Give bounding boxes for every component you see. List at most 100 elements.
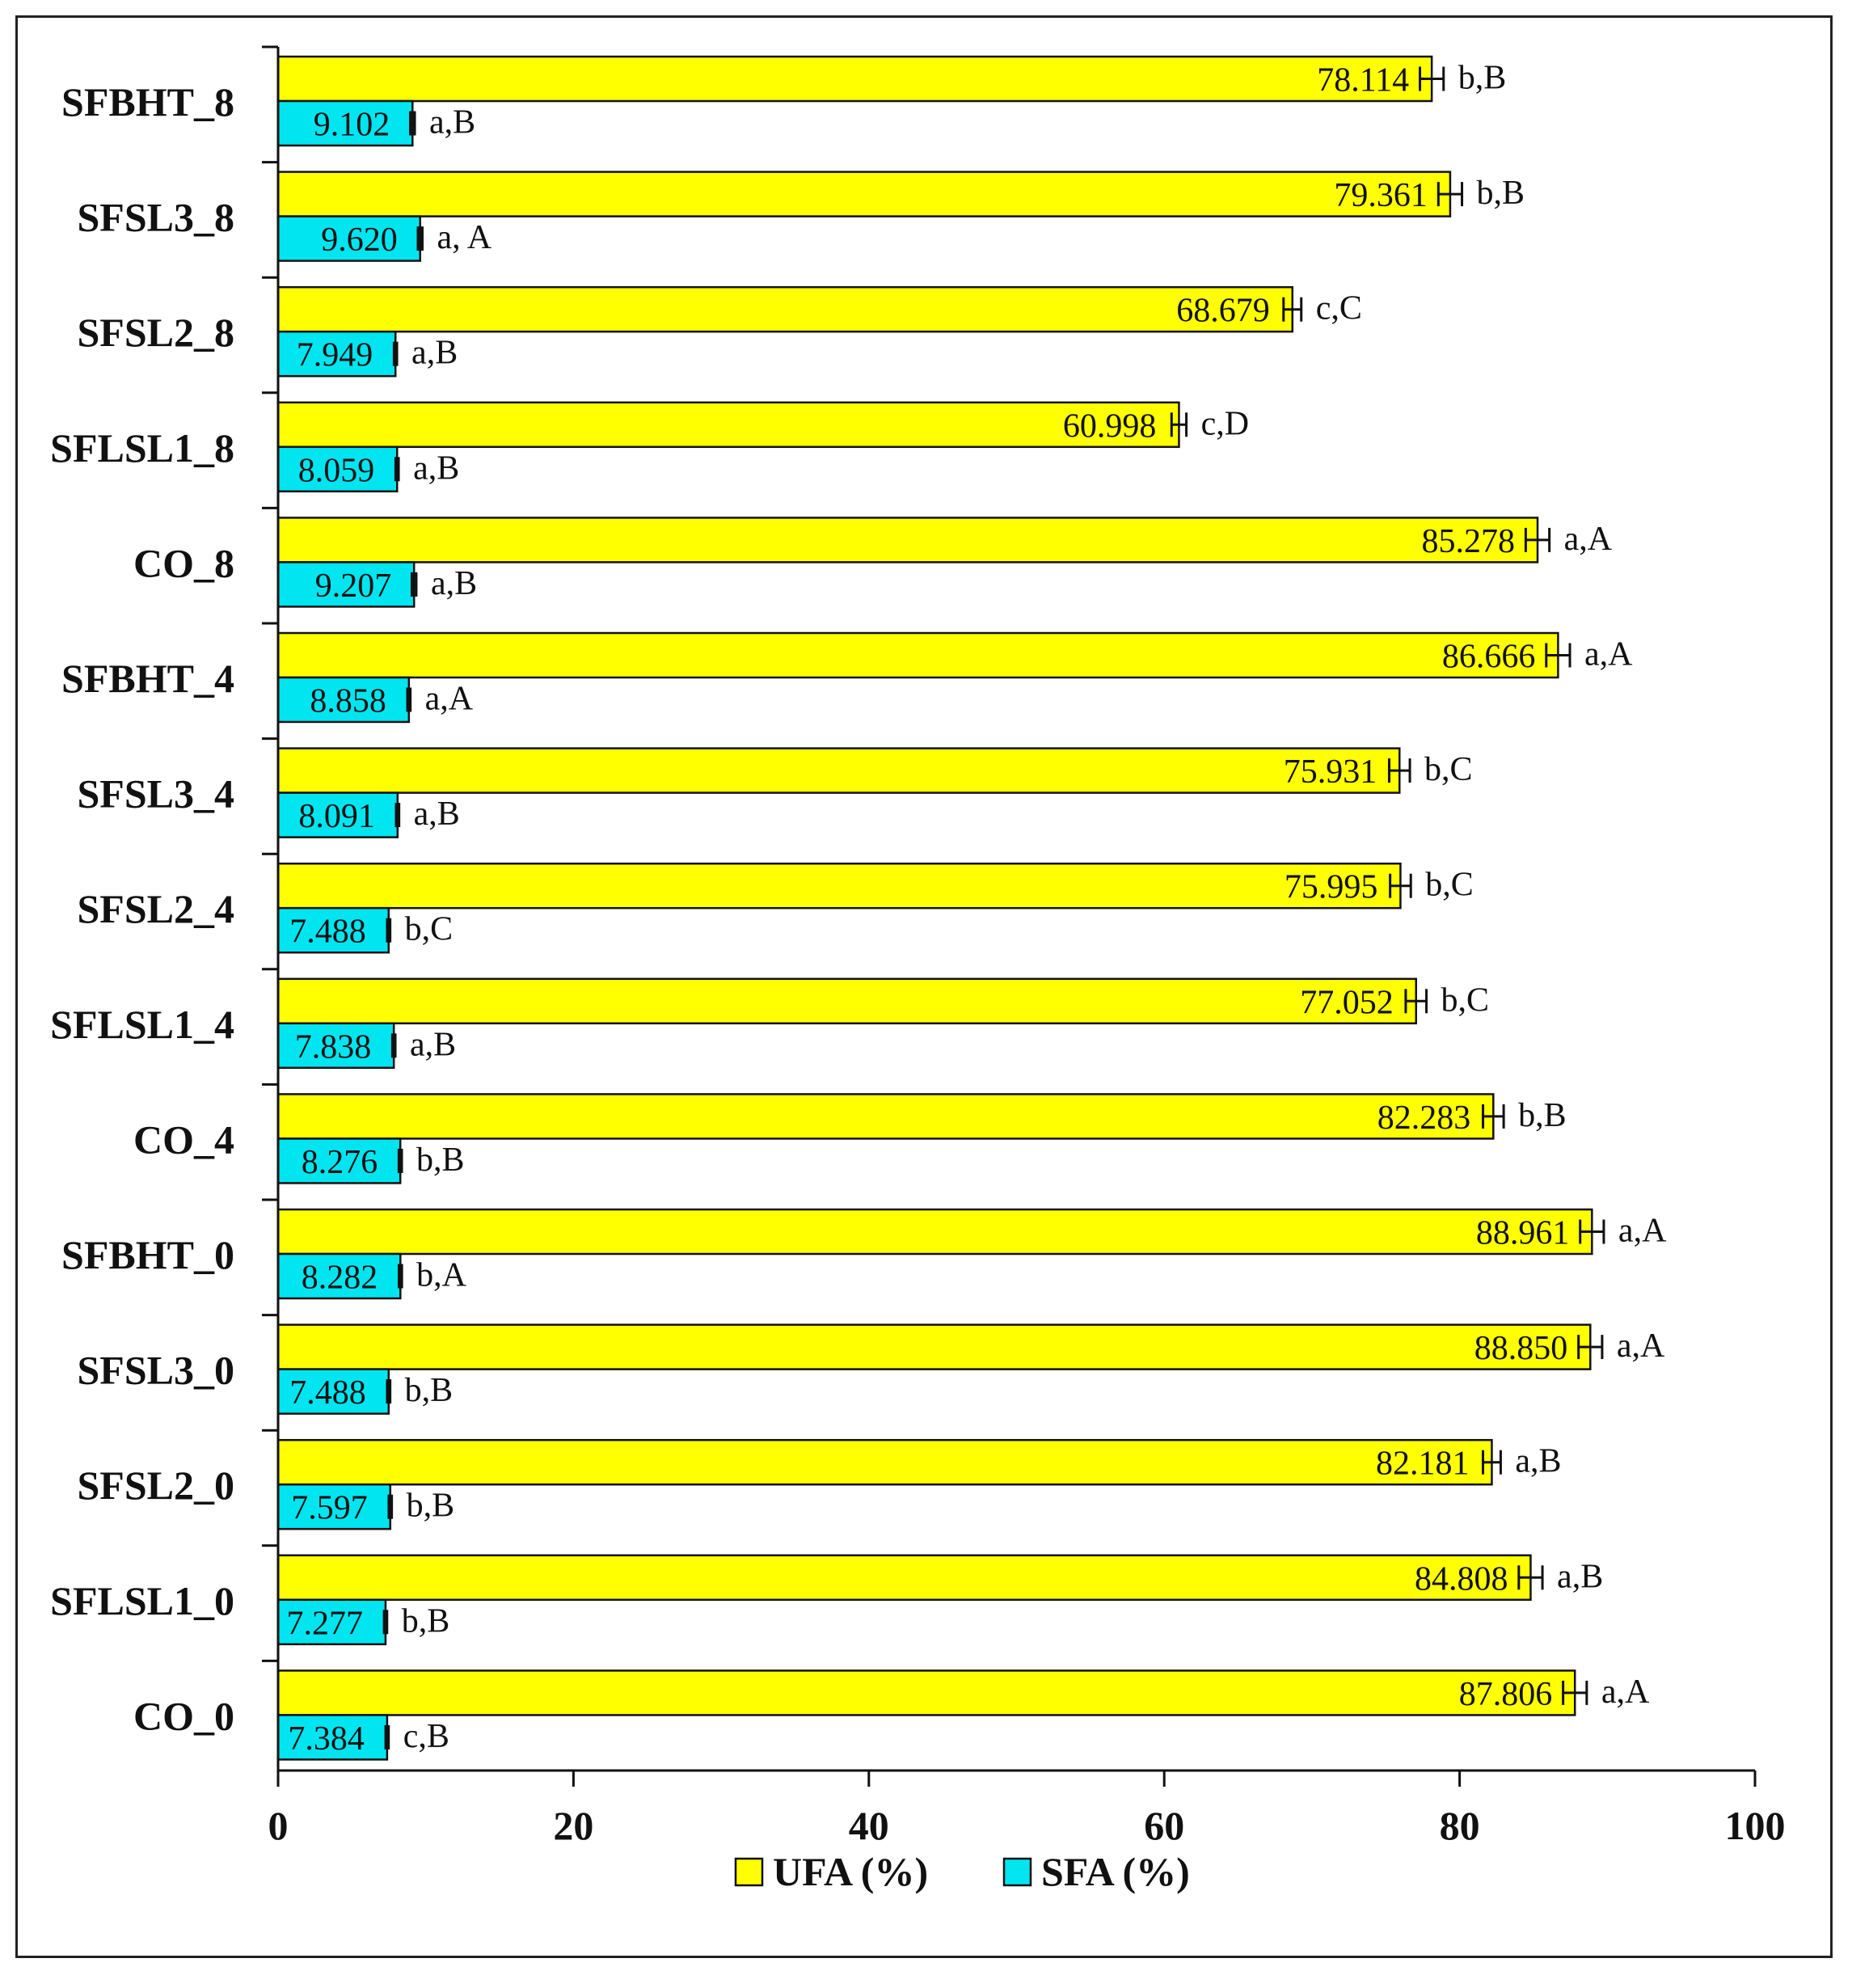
significance-label-sfa-sfsl3_4: a,B — [414, 796, 460, 833]
value-label-sfa-sfbht_8: 9.102 — [314, 107, 390, 144]
value-label-ufa-co_4: 82.283 — [1377, 1100, 1471, 1137]
value-label-ufa-sfsl3_8: 79.361 — [1334, 177, 1428, 214]
x-tick-label-20: 20 — [553, 1803, 593, 1848]
chart-frame: 0 20 40 60 80 100 78.114 b,B 9.102 a,B SFBHT_8 79.… — [15, 15, 1833, 1958]
value-label-sfa-sfsl3_4: 8.091 — [298, 798, 375, 835]
value-label-ufa-sflsl1_0: 84.808 — [1415, 1560, 1508, 1598]
significance-label-ufa-sfsl2_0: a,B — [1515, 1443, 1561, 1480]
significance-label-sfa-sfbht_8: a,B — [429, 104, 475, 141]
bar-ufa-sfsl2_4 — [276, 862, 1402, 910]
bar-ufa-co_0 — [276, 1669, 1576, 1716]
value-label-sfa-sfbht_0: 8.282 — [302, 1260, 378, 1297]
category-label-sflsl1_8: SFLSL1_8 — [50, 425, 234, 471]
significance-label-ufa-sfbht_8: b,B — [1458, 60, 1507, 97]
category-label-sfsl2_4: SFSL2_4 — [77, 886, 234, 931]
bar-sfa-sfsl3_4 — [276, 791, 399, 838]
significance-label-sfa-sfsl2_0: b,B — [407, 1488, 455, 1525]
category-label-sflsl1_0: SFLSL1_0 — [50, 1578, 234, 1623]
labels-layer: 78.114 b,B 9.102 a,B SFBHT_8 79.361 b,B 9.620 a,… — [50, 60, 1667, 1758]
bar-ufa-sfsl3_0 — [276, 1323, 1592, 1370]
value-label-ufa-sfsl2_8: 68.679 — [1176, 293, 1270, 330]
bar-group-co_8 — [276, 517, 1551, 608]
bar-group-sfsl3_8 — [276, 171, 1464, 262]
significance-label-sfa-sfbht_0: b,A — [416, 1257, 467, 1294]
significance-label-ufa-sfsl3_4: b,C — [1424, 751, 1473, 788]
significance-label-sfa-sflsl1_0: b,B — [402, 1602, 450, 1640]
category-label-sfbht_8: SFBHT_8 — [61, 79, 234, 125]
category-label-sfsl3_8: SFSL3_8 — [77, 195, 234, 240]
legend-sfa-label: SFA (%) — [1041, 1849, 1190, 1894]
value-label-sfa-sflsl1_8: 8.059 — [298, 452, 375, 489]
bar-ufa-sfsl3_8 — [276, 171, 1452, 217]
category-label-sfsl3_4: SFSL3_4 — [77, 771, 234, 817]
bar-group-co_0 — [276, 1669, 1588, 1761]
value-label-ufa-sfbht_8: 78.114 — [1317, 62, 1409, 99]
value-label-sfa-sfsl3_0: 7.488 — [289, 1374, 366, 1412]
bar-group-sflsl1_0 — [276, 1554, 1544, 1646]
value-label-ufa-sfsl2_0: 82.181 — [1376, 1446, 1470, 1483]
significance-label-ufa-sfsl2_8: c,C — [1316, 290, 1362, 327]
bar-sfa-co_0 — [276, 1714, 389, 1761]
category-label-sfsl2_0: SFSL2_0 — [77, 1463, 234, 1508]
value-label-sfa-sfbht_4: 8.858 — [310, 683, 386, 720]
value-label-sfa-co_0: 7.384 — [288, 1720, 365, 1758]
significance-label-ufa-sflsl1_8: c,D — [1201, 405, 1249, 442]
value-label-sfa-sflsl1_0: 7.277 — [286, 1605, 363, 1642]
x-tick-label-80: 80 — [1440, 1803, 1480, 1848]
value-label-sfa-sfsl2_8: 7.949 — [297, 337, 373, 374]
bar-ufa-sfsl2_8 — [276, 285, 1294, 333]
value-label-ufa-sfsl3_0: 88.850 — [1474, 1330, 1568, 1367]
value-label-ufa-co_8: 85.278 — [1422, 523, 1516, 560]
significance-label-sfa-sfsl2_4: b,C — [405, 911, 454, 948]
value-label-ufa-sfbht_4: 86.666 — [1442, 639, 1536, 676]
bar-group-sfsl2_0 — [276, 1438, 1502, 1530]
bar-ufa-sfbht_0 — [276, 1208, 1593, 1256]
bar-ufa-sfsl3_4 — [276, 747, 1401, 794]
significance-label-sfa-co_0: c,B — [403, 1718, 449, 1755]
bar-ufa-co_4 — [276, 1093, 1495, 1140]
bar-ufa-sfbht_4 — [276, 631, 1559, 679]
legend-sfa-swatch — [1002, 1857, 1032, 1887]
bar-ufa-co_8 — [276, 517, 1539, 563]
value-label-ufa-sfbht_0: 88.961 — [1476, 1215, 1570, 1252]
bar-chart: 0 20 40 60 80 100 78.114 b,B 9.102 a,B SFBHT_8 79.… — [50, 45, 1786, 1894]
bar-sfa-sfsl3_8 — [276, 215, 422, 262]
value-label-ufa-sfsl2_4: 75.995 — [1285, 869, 1378, 906]
x-tick-label-100: 100 — [1725, 1803, 1786, 1848]
significance-label-sfa-co_8: a,B — [431, 565, 477, 602]
x-tick-label-40: 40 — [849, 1803, 889, 1848]
significance-label-sfa-sfsl3_0: b,B — [405, 1372, 454, 1409]
significance-label-ufa-sfsl3_0: a,A — [1617, 1327, 1665, 1365]
category-label-sfbht_0: SFBHT_0 — [61, 1232, 234, 1277]
value-label-sfa-co_4: 8.276 — [302, 1144, 378, 1181]
value-label-sfa-sfsl2_4: 7.488 — [289, 914, 366, 951]
bar-group-sfsl3_0 — [276, 1323, 1604, 1415]
bar-group-sfsl2_4 — [276, 862, 1412, 954]
bar-sfa-co_8 — [276, 561, 416, 608]
bar-sfa-sfsl2_0 — [276, 1483, 392, 1530]
bar-group-sfsl2_8 — [276, 285, 1303, 378]
significance-label-ufa-co_4: b,B — [1518, 1097, 1567, 1134]
significance-label-ufa-sflsl1_4: b,C — [1441, 981, 1490, 1019]
bar-sfa-sfbht_8 — [276, 99, 414, 147]
significance-label-ufa-co_8: a,A — [1564, 521, 1613, 558]
bar-ufa-sflsl1_0 — [276, 1554, 1532, 1602]
bar-group-sfsl3_4 — [276, 747, 1411, 838]
bar-group-sflsl1_4 — [276, 977, 1428, 1070]
category-label-co_8: CO_8 — [133, 540, 234, 585]
legend-ufa-label: UFA (%) — [773, 1849, 928, 1894]
axes-layer: 0 20 40 60 80 100 — [262, 45, 1786, 1848]
bar-ufa-sflsl1_4 — [276, 977, 1417, 1025]
significance-label-ufa-sfbht_0: a,A — [1618, 1213, 1667, 1250]
legend: UFA (%) SFA (%) — [734, 1849, 1190, 1894]
bar-ufa-sfsl2_0 — [276, 1438, 1493, 1486]
significance-label-sfa-sflsl1_8: a,B — [413, 450, 459, 487]
value-label-sfa-sflsl1_4: 7.838 — [295, 1028, 372, 1066]
bar-group-sfbht_0 — [276, 1208, 1605, 1300]
x-tick-label-0: 0 — [268, 1803, 289, 1848]
bar-group-sfbht_4 — [276, 631, 1571, 724]
significance-label-sfa-sfbht_4: a,A — [425, 681, 474, 718]
significance-label-ufa-sfsl2_4: b,C — [1425, 867, 1474, 904]
value-label-ufa-sflsl1_8: 60.998 — [1063, 407, 1157, 445]
significance-label-ufa-sflsl1_0: a,B — [1557, 1558, 1603, 1595]
